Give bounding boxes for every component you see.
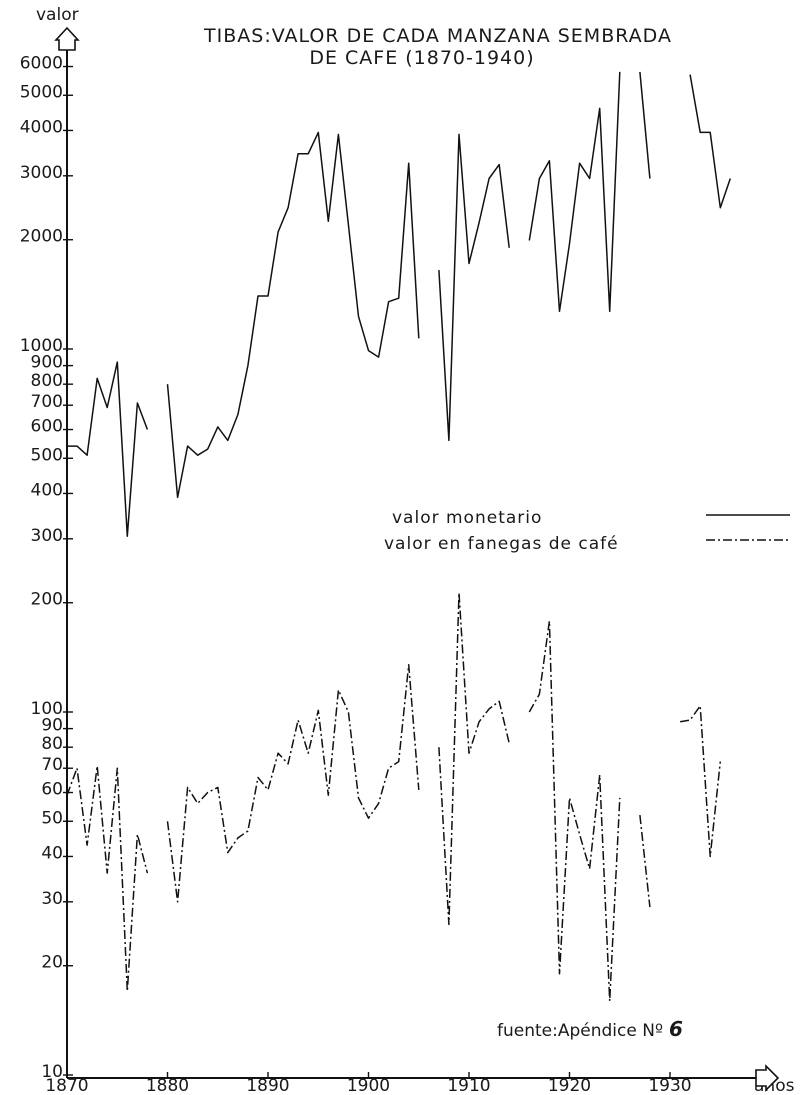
y-tick-label: 80 — [41, 734, 63, 754]
x-tick-label: 1910 — [447, 1076, 490, 1095]
y-tick-label: 800 — [31, 371, 63, 391]
source-number: 6 — [669, 1017, 683, 1041]
series-valor-fanegas — [66, 592, 722, 1002]
series-line-valor-fanegas — [438, 592, 510, 926]
chart-title-line1: TIBAS:VALOR DE CADA MANZANA SEMBRADA — [203, 25, 672, 47]
series-layer — [66, 71, 732, 1002]
legend-label-fanegas: valor en fanegas de café — [384, 534, 619, 554]
y-axis-label: valor — [36, 5, 79, 25]
y-tick-label: 4000 — [20, 117, 63, 137]
series-line-valor-monetario — [689, 74, 732, 209]
y-axis-arrow-icon — [54, 26, 80, 51]
series-line-valor-fanegas — [639, 815, 651, 908]
y-tick-label: 1000 — [20, 336, 63, 356]
y-tick-label: 900 — [31, 353, 63, 373]
x-tick-label: 1880 — [146, 1076, 189, 1095]
y-tick-label: 20 — [41, 953, 63, 973]
source-label: fuente:Apéndice Nº 6 — [497, 1017, 683, 1041]
source-text: fuente:Apéndice Nº — [497, 1021, 663, 1041]
series-line-valor-monetario — [67, 361, 149, 537]
x-tick-label: 1870 — [45, 1076, 88, 1095]
y-tick-label: 600 — [31, 417, 63, 437]
y-tick-label: 200 — [31, 590, 63, 610]
axes — [54, 26, 780, 1092]
x-axis-arrow-icon — [755, 1064, 780, 1092]
y-tick-label: 60 — [41, 780, 63, 800]
x-tick-label: 1920 — [548, 1076, 591, 1095]
y-tick-label: 700 — [31, 392, 63, 412]
x-tick-label: 1930 — [648, 1076, 691, 1095]
y-tick-label: 3000 — [20, 163, 63, 183]
y-tick-label: 10 — [41, 1062, 63, 1082]
y-tick-label: 300 — [31, 526, 63, 546]
source-note: fuente:Apéndice Nº 6 — [497, 1017, 683, 1041]
series-line-valor-monetario — [438, 133, 510, 442]
y-tick-label: 70 — [41, 755, 63, 775]
series-line-valor-fanegas — [66, 765, 149, 993]
x-tick-label: 1900 — [347, 1076, 390, 1095]
y-tick-label: 50 — [41, 808, 63, 828]
y-tick-label: 500 — [31, 445, 63, 465]
y-tick-label: 40 — [41, 843, 63, 863]
series-line-valor-monetario — [166, 131, 420, 499]
y-tick-label: 400 — [31, 480, 63, 500]
y-tick-label: 100 — [31, 699, 63, 719]
series-line-valor-monetario — [639, 71, 651, 179]
y-tick-label: 5000 — [20, 82, 63, 102]
series-line-valor-monetario — [528, 71, 621, 313]
series-line-valor-fanegas — [528, 620, 621, 1002]
chart-title-line2: DE CAFE (1870-1940) — [309, 47, 534, 69]
legend-label-monetario: valor monetario — [392, 508, 542, 528]
legend: valor monetario valor en fanegas de café — [384, 508, 790, 554]
y-tick-label: 90 — [41, 716, 63, 736]
y-tick-label: 6000 — [20, 54, 63, 74]
y-tick-label: 30 — [41, 889, 63, 909]
y-tick-label: 2000 — [20, 227, 63, 247]
series-line-valor-fanegas — [166, 663, 420, 903]
series-valor-monetario — [67, 71, 732, 537]
series-line-valor-fanegas — [679, 705, 722, 858]
x-ticks: 1870 1880 1890 1900 1910 1920 1930 — [45, 1072, 692, 1095]
x-tick-label: 1890 — [246, 1076, 289, 1095]
